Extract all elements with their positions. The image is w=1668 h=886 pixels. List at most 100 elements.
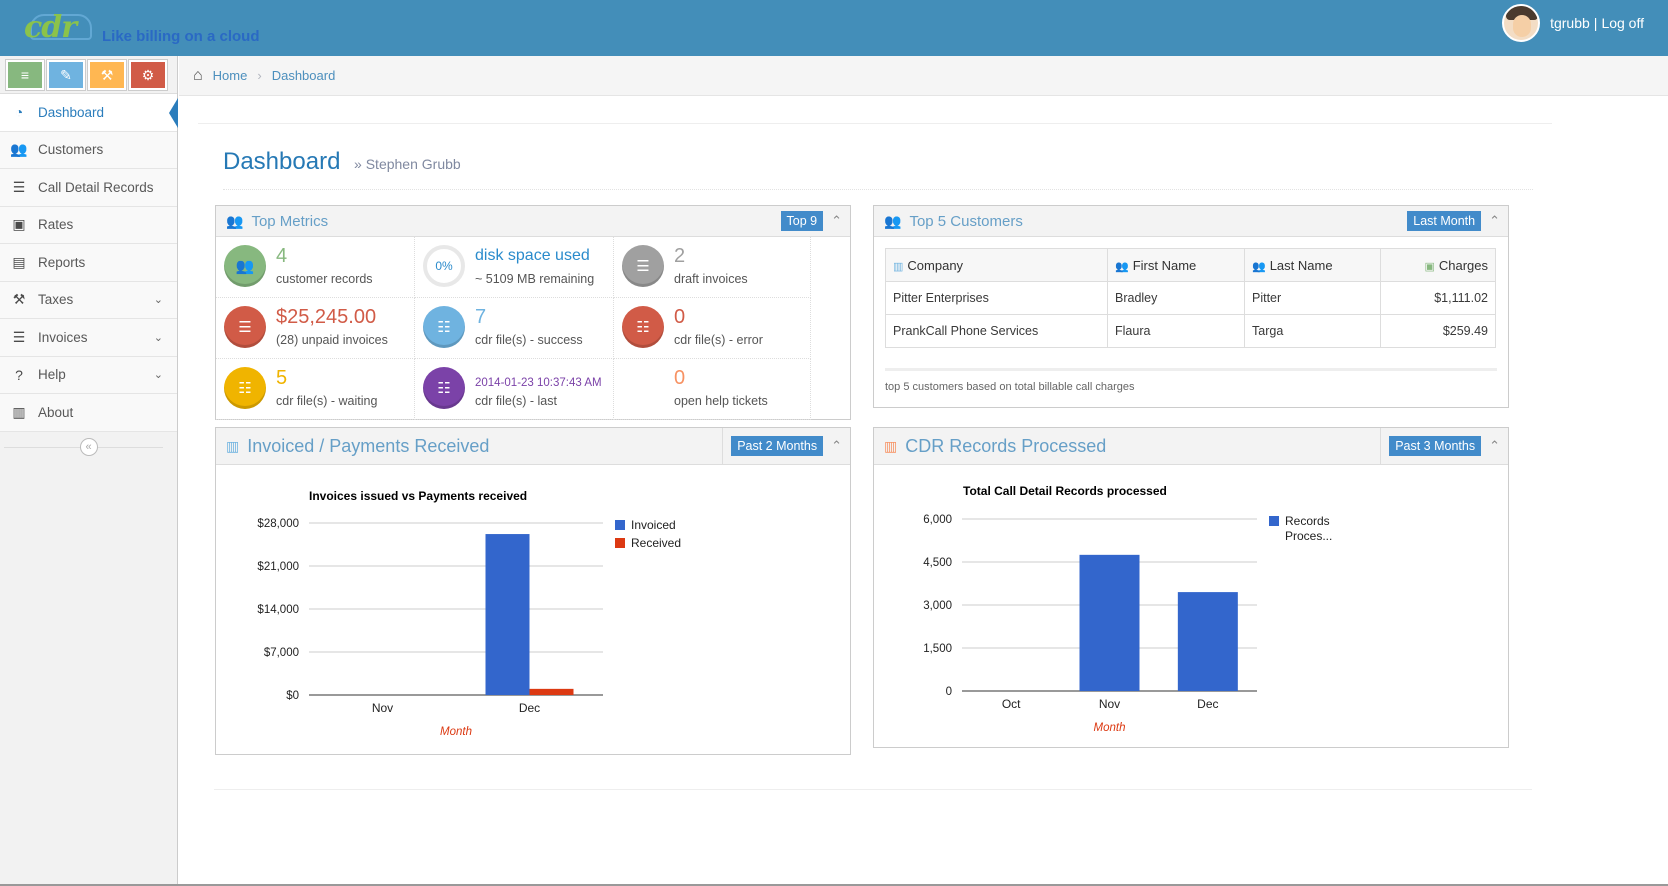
metric-value: 2014-01-23 10:37:43 AM bbox=[475, 377, 602, 389]
breadcrumb-chevron-icon: › bbox=[257, 68, 262, 83]
legend-label-line: Proces... bbox=[1285, 529, 1332, 543]
metric-value: 5 bbox=[276, 367, 288, 389]
top-navbar: cdr Like billing on a cloud tgrubb | Log… bbox=[0, 0, 1668, 56]
table-cell: Pitter bbox=[1244, 281, 1381, 315]
list-icon: ☰ bbox=[224, 306, 266, 348]
page-title: Dashboard bbox=[223, 148, 341, 175]
legend-swatch bbox=[1269, 516, 1279, 526]
y-tick-label: 4,500 bbox=[923, 557, 952, 569]
last-month-badge: Last Month bbox=[1407, 211, 1482, 231]
avatar[interactable] bbox=[1502, 3, 1541, 42]
cdr-chart: Total Call Detail Records processed 0 1,50… bbox=[923, 484, 1332, 734]
metric-tile[interactable]: ☷ 2014-01-23 10:37:43 AM cdr file(s) - las… bbox=[415, 359, 614, 420]
building-icon: ▥ bbox=[893, 260, 904, 273]
metric-tile[interactable]: ☰ $25,245.00 (28) unpaid invoices bbox=[216, 298, 415, 359]
page-subtitle: » Stephen Grubb bbox=[354, 156, 461, 172]
sidebar-item-reports[interactable]: ▤ Reports bbox=[0, 244, 177, 282]
table-cell: Targa bbox=[1244, 314, 1381, 348]
top-metrics-widget: 👥 Top Metrics Top 9 ⌃ 👥 4 customer records… bbox=[215, 205, 851, 420]
chevron-down-icon: ⌄ bbox=[153, 369, 163, 382]
table-row[interactable]: PrankCall Phone Services Flaura Targa $259.… bbox=[885, 314, 1496, 348]
table-footnote: top 5 customers based on total billable … bbox=[885, 368, 1497, 393]
metric-tile[interactable]: ☰ 2 draft invoices bbox=[614, 237, 811, 298]
shortcut-button-list[interactable]: ≡ bbox=[5, 59, 45, 91]
building-icon: ▥ bbox=[12, 403, 26, 420]
y-tick-label: 3,000 bbox=[923, 600, 952, 612]
metric-tile[interactable]: 0 open help tickets bbox=[614, 359, 811, 420]
users-icon: 👥 bbox=[10, 141, 28, 158]
sidebar-item-invoices[interactable]: ☰ Invoices ⌄ bbox=[0, 319, 177, 357]
username[interactable]: tgrubb bbox=[1550, 14, 1590, 31]
top-badge: Top 9 bbox=[780, 211, 824, 231]
sidebar-item-customers[interactable]: 👥 Customers bbox=[0, 131, 177, 169]
sidebar-item-taxes[interactable]: ⚒ Taxes ⌄ bbox=[0, 281, 177, 319]
file-icon: ▤ bbox=[12, 253, 26, 270]
column-header-first-name[interactable]: 👥 First Name bbox=[1107, 248, 1245, 282]
shortcut-button-pencil[interactable]: ✎ bbox=[46, 59, 86, 91]
legend-label: Records Proces... bbox=[1285, 514, 1332, 543]
column-header-charges[interactable]: ▣ Charges bbox=[1380, 248, 1496, 282]
widget-header: ▥ CDR Records Processed Past 3 Months ⌃ bbox=[874, 428, 1508, 465]
logo-text: cdr bbox=[24, 10, 77, 45]
logoff-link[interactable]: Log off bbox=[1601, 14, 1644, 31]
double-chevron-left-icon: « bbox=[79, 437, 98, 456]
metric-tile[interactable]: 👥 4 customer records bbox=[216, 237, 415, 298]
bar-dec-0[interactable] bbox=[1177, 592, 1238, 691]
x-tick-label: Nov bbox=[372, 701, 393, 715]
users-icon: 👥 bbox=[224, 245, 266, 287]
metric-label: open help tickets bbox=[674, 394, 768, 408]
column-header-company[interactable]: ▥ Company bbox=[885, 248, 1108, 282]
metric-value: 0 bbox=[674, 306, 686, 328]
metric-tile[interactable]: 0% disk space used ~ 5109 MB remaining bbox=[415, 237, 614, 298]
invoiced-payments-widget: ▥ Invoiced / Payments Received Past 2 Mo… bbox=[215, 427, 851, 755]
x-tick-label: Dec bbox=[519, 701, 540, 715]
sidebar-item-rates[interactable]: ▣ Rates bbox=[0, 206, 177, 244]
bar-nov-0[interactable] bbox=[1079, 554, 1140, 691]
metric-label: cdr file(s) - waiting bbox=[276, 394, 378, 408]
chevron-down-icon: ⌄ bbox=[153, 294, 163, 307]
chevron-up-icon[interactable]: ⌃ bbox=[831, 213, 842, 228]
user-separator: | bbox=[1593, 14, 1598, 31]
sidebar-item-label: Rates bbox=[38, 217, 74, 233]
pencil-icon: ✎ bbox=[60, 66, 72, 83]
y-tick-label: 6,000 bbox=[923, 514, 952, 526]
bar-dec-0[interactable] bbox=[485, 534, 530, 695]
chevron-up-icon[interactable]: ⌃ bbox=[831, 438, 842, 453]
metric-tile[interactable]: ☷ 7 cdr file(s) - success bbox=[415, 298, 614, 359]
chevron-up-icon[interactable]: ⌃ bbox=[1489, 213, 1500, 228]
metric-label: customer records bbox=[276, 272, 373, 286]
metric-value[interactable]: disk space used bbox=[475, 247, 590, 264]
bar-dec-1[interactable] bbox=[529, 688, 574, 695]
shortcut-button-gavel[interactable]: ⚒ bbox=[87, 59, 127, 91]
sidebar-item-label: Help bbox=[38, 367, 66, 383]
sidebar-item-help[interactable]: ? Help ⌄ bbox=[0, 356, 177, 394]
logo-tagline: Like billing on a cloud bbox=[102, 28, 260, 45]
sidebar-item-label: Taxes bbox=[38, 292, 74, 308]
sidebar-item-dashboard[interactable]: ◔ Dashboard bbox=[0, 94, 178, 132]
cdr-records-widget: ▥ CDR Records Processed Past 3 Months ⌃ … bbox=[873, 427, 1509, 748]
x-tick-label: Nov bbox=[1099, 697, 1120, 711]
metric-tile[interactable]: ☷ 5 cdr file(s) - waiting bbox=[216, 359, 415, 420]
list-icon: ☰ bbox=[622, 245, 664, 287]
list-ol-icon: ☰ bbox=[12, 178, 26, 195]
customers-table: ▥ Company 👥 First Name 👥 Last Name ▣ Charges… bbox=[885, 248, 1496, 348]
chevron-up-icon[interactable]: ⌃ bbox=[1489, 438, 1500, 453]
shortcut-button-cogs[interactable]: ⚙ bbox=[128, 59, 168, 91]
metric-value: 0 bbox=[674, 367, 686, 389]
table-row[interactable]: Pitter Enterprises Bradley Pitter $1,111.02 bbox=[885, 281, 1496, 315]
sidebar-collapse-button[interactable]: « bbox=[0, 432, 177, 462]
table-cell: PrankCall Phone Services bbox=[885, 314, 1108, 348]
metric-tile[interactable]: ☷ 0 cdr file(s) - error bbox=[614, 298, 811, 359]
bar-chart-icon: ▥ bbox=[884, 437, 898, 454]
period-badge: Past 3 Months bbox=[1389, 436, 1482, 456]
breadcrumb-home[interactable]: Home bbox=[212, 68, 248, 83]
widget-title: Top Metrics bbox=[251, 212, 329, 230]
widget-title: Top 5 Customers bbox=[909, 212, 1023, 230]
sidebar-item-call-detail-records[interactable]: ☰ Call Detail Records bbox=[0, 169, 177, 207]
x-tick-label: Dec bbox=[1197, 697, 1218, 711]
sidebar-item-about[interactable]: ▥ About bbox=[0, 394, 177, 432]
sidebar-item-label: Dashboard bbox=[38, 104, 105, 120]
bar-chart-icon: ▥ bbox=[226, 437, 240, 454]
column-header-last-name[interactable]: 👥 Last Name bbox=[1244, 248, 1381, 282]
metric-label: cdr file(s) - success bbox=[475, 333, 583, 347]
